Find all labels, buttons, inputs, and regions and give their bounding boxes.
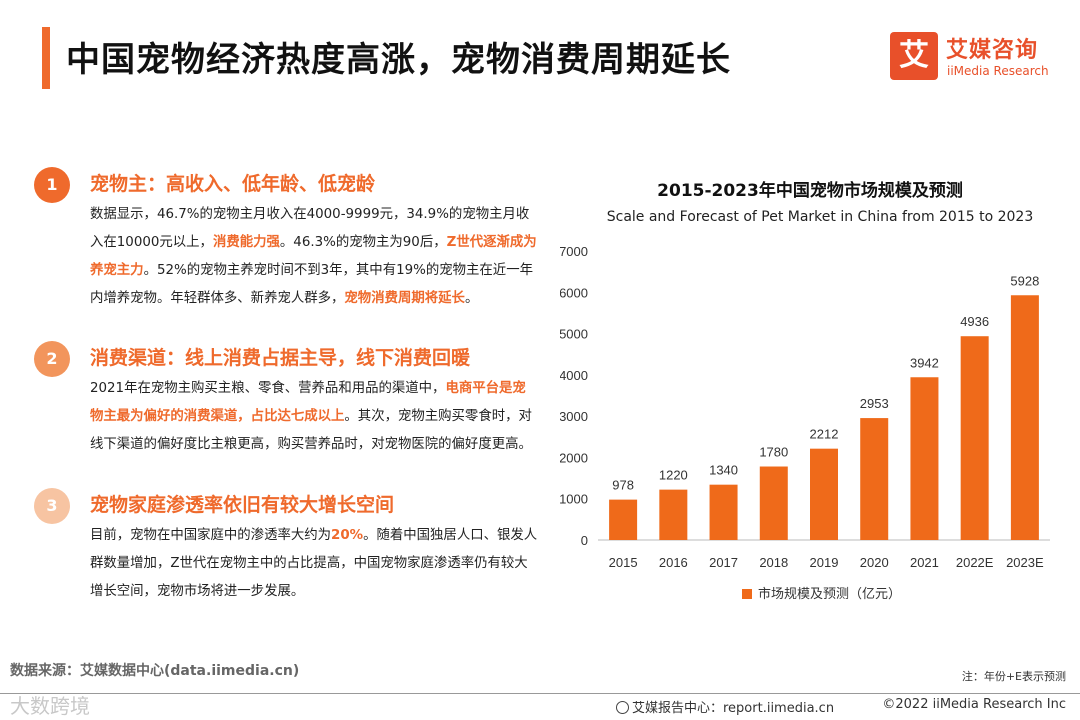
- bar: [910, 377, 939, 540]
- bar: [609, 499, 638, 540]
- x-tick-label: 2022E: [956, 555, 994, 570]
- iimedia-logo: 艾 艾媒咨询 iiMedia Research: [890, 32, 1065, 86]
- highlight-text: 宠物消费周期将延长: [344, 291, 465, 306]
- y-tick-label: 3000: [560, 409, 588, 424]
- x-tick-label: 2023E: [1006, 555, 1044, 570]
- point-heading: 宠物主：高收入、低年龄、低宠龄: [90, 173, 376, 195]
- chart-title: 2015-2023年中国宠物市场规模及预测: [657, 181, 963, 201]
- y-tick-label: 4000: [560, 368, 588, 383]
- highlight-text: Z世代逐渐成为养宠主力: [90, 235, 537, 278]
- bar: [860, 418, 889, 540]
- data-label: 1340: [709, 463, 738, 478]
- legend-swatch: [742, 589, 752, 599]
- x-tick-label: 2017: [709, 555, 738, 570]
- x-tick-label: 2018: [759, 555, 788, 570]
- x-tick-label: 2020: [860, 555, 889, 570]
- highlight-text: 消费能力强: [212, 235, 280, 250]
- point-number-badge: 2: [34, 341, 70, 377]
- y-tick-label: 7000: [560, 244, 588, 259]
- point-heading: 消费渠道：线上消费占据主导，线下消费回暖: [90, 347, 471, 369]
- point-number-badge: 3: [34, 488, 70, 524]
- data-label: 4936: [960, 314, 989, 329]
- footer-divider: [0, 693, 1080, 694]
- watermark: 大数跨境: [10, 694, 90, 718]
- bar: [960, 336, 989, 540]
- data-label: 2212: [810, 427, 839, 442]
- title-accent-bar: [42, 27, 50, 89]
- y-tick-label: 5000: [560, 327, 588, 342]
- data-label: 1780: [759, 445, 788, 460]
- x-tick-label: 2019: [810, 555, 839, 570]
- highlight-text: 电商平台是宠物主最为偏好的消费渠道，占比达七成以上: [90, 381, 526, 424]
- data-label: 3942: [910, 355, 939, 370]
- y-tick-label: 0: [581, 533, 588, 548]
- body-text: 。其次，宠物主购买零食时，对线下渠道的偏好度比主粮更高，购买营养品时，对宠物医院…: [90, 409, 532, 452]
- y-tick-label: 6000: [560, 285, 588, 300]
- forecast-note: 注：年份+E表示预测: [961, 670, 1066, 683]
- body-text: 。52%的宠物主养宠时间不到3年，其中有19%的宠物主在近一年内增养宠物。年轻群…: [90, 263, 533, 306]
- bar-chart: 0 1000 2000 3000 4000 5000 6000 7000 978 2015 1220…: [560, 244, 1050, 601]
- data-label: 5928: [1010, 273, 1039, 288]
- chart-subtitle: Scale and Forecast of Pet Market in Chin…: [606, 209, 1034, 225]
- logo-mark: 艾: [890, 32, 938, 80]
- logo-chinese-name: 艾媒咨询: [946, 38, 1039, 63]
- data-label: 1220: [659, 468, 688, 483]
- y-tick-label: 1000: [560, 492, 588, 507]
- data-label: 2953: [860, 396, 889, 411]
- body-text: 。: [464, 291, 479, 306]
- x-tick-label: 2021: [910, 555, 939, 570]
- data-label: 978: [612, 478, 634, 493]
- point-number-badge: 1: [34, 167, 70, 203]
- point-body: 数据显示，46.7%的宠物主月收入在4000-9999元，34.9%的宠物主月收…: [90, 201, 538, 313]
- highlight-text: 20%: [331, 528, 364, 543]
- y-tick-label: 2000: [560, 450, 588, 465]
- body-text: 目前，宠物在中国家庭中的渗透率大约为: [90, 528, 332, 543]
- bar: [759, 466, 788, 540]
- bar: [659, 489, 688, 540]
- x-tick-label: 2016: [659, 555, 688, 570]
- body-text: 2021年在宠物主购买主粮、零食、营养品和用品的渠道中，: [90, 381, 446, 396]
- report-center-text: 艾媒报告中心：report.iimedia.cn: [632, 701, 835, 716]
- body-text: 。46.3%的宠物主为90后，: [279, 235, 447, 250]
- body-text: 。随着中国独居人口、银发人群数量增加，Z世代在宠物主中的占比提高，中国宠物家庭渗…: [90, 528, 538, 599]
- point-heading: 宠物家庭渗透率依旧有较大增长空间: [90, 494, 395, 516]
- x-tick-label: 2015: [609, 555, 638, 570]
- bar: [1010, 295, 1039, 540]
- bar: [709, 484, 738, 540]
- legend-label: 市场规模及预测（亿元）: [758, 586, 901, 601]
- point-body: 2021年在宠物主购买主粮、零食、营养品和用品的渠道中，电商平台是宠物主最为偏好…: [90, 375, 538, 459]
- data-source: 数据来源：艾媒数据中心(data.iimedia.cn): [10, 663, 300, 679]
- globe-icon: [616, 701, 629, 714]
- logo-english-name: iiMedia Research: [947, 64, 1049, 78]
- body-text: 数据显示，46.7%的宠物主月收入在4000-9999元，34.9%的宠物主月收…: [90, 207, 530, 250]
- copyright: ©2022 iiMedia Research Inc: [882, 697, 1066, 712]
- page-title: 中国宠物经济热度高涨，宠物消费周期延长: [66, 40, 731, 80]
- bar: [810, 448, 838, 540]
- point-body: 目前，宠物在中国家庭中的渗透率大约为20%。随着中国独居人口、银发人群数量增加，…: [90, 522, 538, 606]
- report-center-link[interactable]: 艾媒报告中心：report.iimedia.cn: [616, 697, 834, 716]
